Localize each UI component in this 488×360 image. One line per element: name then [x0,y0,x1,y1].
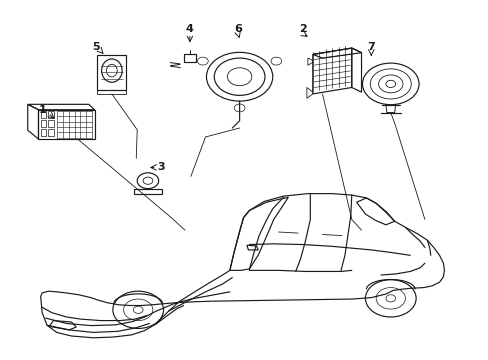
Text: 6: 6 [234,24,242,35]
Text: 3: 3 [158,162,165,172]
Text: 1: 1 [38,105,46,115]
Text: 7: 7 [366,42,374,52]
Text: 5: 5 [92,42,100,52]
Text: 4: 4 [185,24,193,35]
Text: 2: 2 [299,24,306,35]
